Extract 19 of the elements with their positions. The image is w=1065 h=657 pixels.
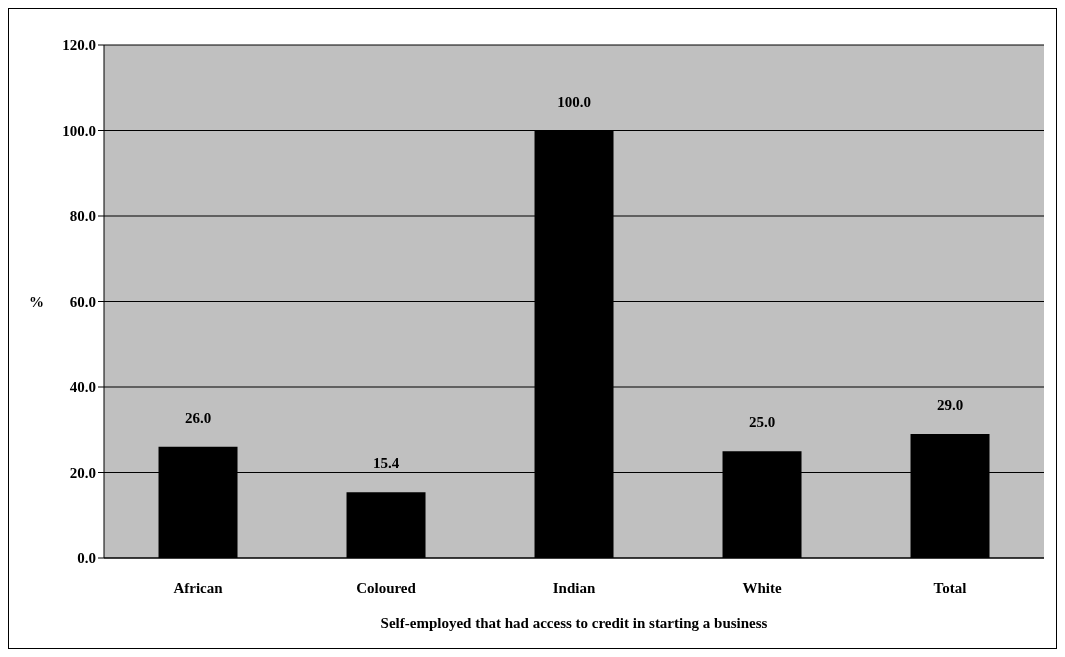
y-tick-label: 60.0 [69, 293, 96, 310]
data-label: 26.0 [184, 409, 212, 426]
y-tick-label: 120.0 [62, 37, 96, 54]
y-tick-label: 100.0 [62, 122, 96, 139]
y-tick-label: 80.0 [69, 208, 96, 225]
x-tick-label: White [742, 579, 782, 596]
y-tick-label: 20.0 [69, 464, 96, 481]
x-tick-label: Total [933, 579, 967, 596]
data-label: 25.0 [748, 414, 776, 431]
x-axis-title: Self-employed that had access to credit in starting a business [380, 615, 768, 631]
x-tick-label: African [173, 579, 224, 596]
y-tick-label: 40.0 [69, 379, 96, 396]
x-tick-label: Coloured [356, 579, 417, 596]
y-axis-title: % [29, 293, 44, 310]
y-tick-label: 0.0 [77, 550, 96, 567]
data-label: 15.4 [372, 455, 400, 472]
data-label: 29.0 [936, 397, 964, 414]
x-tick-label: Indian [552, 579, 596, 596]
data-label: 100.0 [557, 93, 591, 110]
